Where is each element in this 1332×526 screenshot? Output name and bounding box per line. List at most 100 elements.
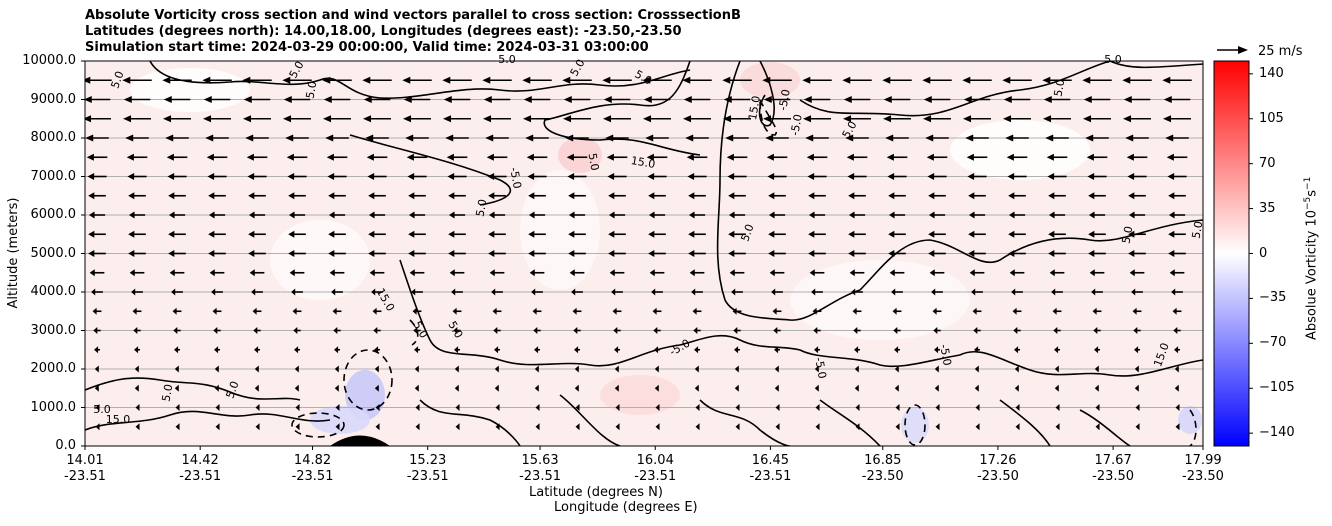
wind-arrow xyxy=(1012,307,1022,315)
wind-arrow xyxy=(922,76,952,84)
wind-arrow xyxy=(683,96,711,103)
wind-arrow xyxy=(965,134,989,142)
wind-arrow xyxy=(1083,115,1111,123)
wind-arrow xyxy=(608,230,626,238)
wind-arrow xyxy=(1011,288,1023,296)
wind-arrow xyxy=(335,423,340,431)
wind-arrow xyxy=(125,134,149,142)
wind-arrow xyxy=(252,307,262,315)
wind-arrow xyxy=(768,230,786,238)
wind-arrow xyxy=(489,269,505,277)
wind-arrow xyxy=(894,346,900,354)
wind-arrow xyxy=(772,307,782,315)
wind-arrow xyxy=(692,307,702,315)
wind-arrow xyxy=(855,404,860,411)
wind-arrow xyxy=(448,230,466,238)
wind-arrow xyxy=(168,230,186,238)
wind-arrow xyxy=(123,115,151,123)
contour-label: -5.0 xyxy=(937,343,954,366)
colorbar-tick-label: 0 xyxy=(1259,245,1268,261)
wind-arrow xyxy=(1046,153,1068,161)
wind-arrow xyxy=(323,96,351,103)
wind-arrow xyxy=(374,346,380,354)
wind-arrow xyxy=(1014,384,1019,392)
wind-arrow xyxy=(1172,307,1182,315)
wind-arrow xyxy=(203,96,231,103)
wind-arrow xyxy=(612,307,622,315)
wind-arrow xyxy=(614,384,619,392)
contour-label: 5.0 xyxy=(304,80,320,99)
wind-arrow xyxy=(334,384,339,392)
wind-arrow xyxy=(1085,134,1109,142)
contour-label: 5.0 xyxy=(160,383,176,402)
wind-arrow xyxy=(975,423,980,431)
wind-arrow xyxy=(488,230,506,238)
wind-arrow xyxy=(805,134,829,142)
wind-arrow xyxy=(1049,269,1065,277)
wind-arrow xyxy=(488,211,506,219)
wind-arrow xyxy=(368,211,386,219)
wind-arrow xyxy=(774,365,779,373)
wind-arrow xyxy=(135,423,140,431)
wind-arrow xyxy=(134,365,139,373)
wind-arrow xyxy=(443,96,471,103)
wind-arrow xyxy=(762,76,792,84)
wind-arrow xyxy=(574,384,579,392)
title-line-3: Simulation start time: 2024-03-29 00:00:… xyxy=(85,40,649,55)
wind-arrow xyxy=(248,250,266,257)
x-tick-label: 17.67 -23.50 xyxy=(1092,453,1135,484)
wind-arrow xyxy=(923,96,951,103)
wind-arrow xyxy=(682,76,712,84)
wind-arrow xyxy=(695,404,700,411)
colorbar-tick-label: −105 xyxy=(1259,380,1295,396)
y-tick-label: 3000.0 xyxy=(30,322,77,338)
wind-arrow xyxy=(1083,96,1111,103)
wind-arrow xyxy=(1171,288,1183,296)
wind-arrow xyxy=(528,211,546,219)
wind-arrow xyxy=(1005,134,1029,142)
wind-arrow xyxy=(968,192,986,200)
wind-arrow xyxy=(88,192,106,200)
wind-arrow xyxy=(363,96,391,103)
wind-arrow xyxy=(571,288,583,296)
wind-arrow xyxy=(686,153,708,161)
wind-arrow xyxy=(527,173,547,180)
wind-arrow xyxy=(608,250,626,257)
wind-arrow xyxy=(1043,96,1071,103)
wind-arrow xyxy=(174,384,179,392)
wind-arrow xyxy=(573,327,581,334)
wind-arrow xyxy=(1168,230,1186,238)
wind-arrow xyxy=(962,76,992,84)
wind-arrow xyxy=(1015,404,1020,411)
wind-arrow xyxy=(243,115,271,123)
colorbar xyxy=(1213,60,1250,447)
wind-arrow xyxy=(532,307,542,315)
wind-arrow xyxy=(528,230,546,238)
wind-arrow xyxy=(1048,192,1066,200)
wind-arrow xyxy=(652,307,662,315)
wind-arrow xyxy=(611,288,623,296)
wind-arrow xyxy=(974,384,979,392)
wind-arrow xyxy=(808,211,826,219)
wind-arrow xyxy=(769,269,785,277)
wind-arrow xyxy=(775,423,780,431)
contour-label: 5.0 xyxy=(498,53,516,66)
wind-arrow xyxy=(288,230,306,238)
wind-arrow xyxy=(215,423,220,431)
wind-arrow xyxy=(726,153,748,161)
contour-label: 5.0 xyxy=(738,222,756,243)
wind-arrow xyxy=(843,96,871,103)
wind-arrow xyxy=(366,153,388,161)
wind-arrow xyxy=(488,192,506,200)
y-tick-label: 4000.0 xyxy=(30,284,77,299)
wind-arrow xyxy=(414,365,419,373)
wind-arrow xyxy=(688,211,706,219)
wind-arrow xyxy=(811,288,823,296)
wind-arrow xyxy=(249,269,265,277)
wind-arrow xyxy=(808,192,826,200)
wind-arrow xyxy=(1048,211,1066,219)
wind-arrow xyxy=(645,134,669,142)
wind-arrow xyxy=(971,288,983,296)
wind-arrow xyxy=(927,173,947,180)
wind-arrow xyxy=(563,115,591,123)
